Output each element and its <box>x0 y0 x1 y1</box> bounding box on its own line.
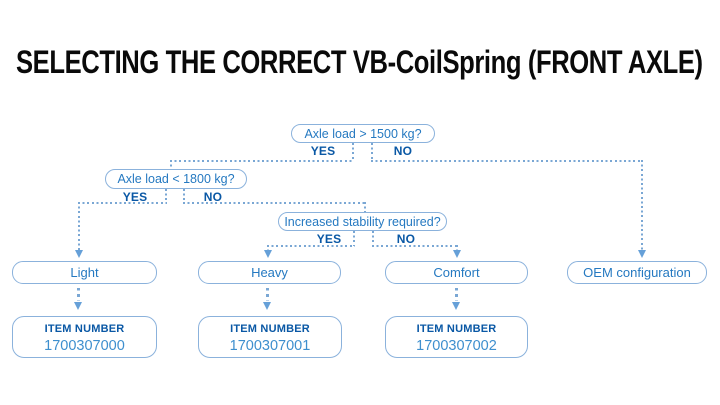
option-box-comfort: Comfort <box>385 261 528 284</box>
connector-drop-to-light <box>78 202 80 250</box>
item-number-box-comfort: ITEM NUMBER 1700307002 <box>385 316 528 358</box>
item-number-heading: ITEM NUMBER <box>230 323 310 335</box>
arrow-down-item1-icon <box>74 302 82 310</box>
decision3-no-label: NO <box>396 232 416 246</box>
decision2-yes-label: YES <box>122 190 148 204</box>
connector-light-to-item <box>77 288 80 301</box>
arrow-down-item3-icon <box>452 302 460 310</box>
option-box-heavy: Heavy <box>198 261 341 284</box>
decision1-no-label: NO <box>393 144 413 158</box>
decision-box-axle-load-1800: Axle load < 1800 kg? <box>105 169 247 189</box>
arrow-down-item2-icon <box>263 302 271 310</box>
arrow-down-heavy-icon <box>263 250 272 258</box>
item-number-box-light: ITEM NUMBER 1700307000 <box>12 316 157 358</box>
item-number-heading: ITEM NUMBER <box>416 323 497 335</box>
decision3-yes-label: YES <box>316 232 342 246</box>
item-number-value: 1700307002 <box>416 338 497 354</box>
connector-drop-to-comfort <box>456 245 458 250</box>
page-title: SELECTING THE CORRECT VB-CoilSpring (FRO… <box>16 44 703 80</box>
connector-drop-to-oem <box>641 160 643 250</box>
connector-d2-yes-rail <box>78 202 167 204</box>
connector-drop-to-heavy <box>267 245 269 250</box>
item-number-heading: ITEM NUMBER <box>44 323 125 335</box>
connector-d3-yes-stub <box>353 231 355 246</box>
connector-drop-to-d3 <box>364 202 366 212</box>
connector-drop-to-d2 <box>170 160 172 169</box>
option-box-light: Light <box>12 261 157 284</box>
item-number-value: 1700307001 <box>229 338 311 354</box>
connector-heavy-to-item <box>266 288 269 301</box>
connector-d3-yes-rail <box>267 245 355 247</box>
connector-d2-no-rail <box>183 202 366 204</box>
connector-d2-no-stub <box>183 189 185 203</box>
item-number-box-heavy: ITEM NUMBER 1700307001 <box>198 316 342 358</box>
connector-d3-no-stub <box>372 231 374 246</box>
connector-d2-yes-stub <box>165 189 167 203</box>
arrow-down-oem-icon <box>637 250 646 258</box>
decision1-yes-label: YES <box>310 144 336 158</box>
arrow-down-comfort-icon <box>452 250 461 258</box>
decision-box-increased-stability: Increased stability required? <box>278 212 447 231</box>
connector-d3-no-rail <box>372 245 458 247</box>
decision2-no-label: NO <box>203 190 223 204</box>
connector-d1-no-stub <box>371 143 373 161</box>
connector-d1-yes-stub <box>352 143 354 161</box>
option-box-oem-configuration: OEM configuration <box>567 261 707 284</box>
decision-box-axle-load-1500: Axle load > 1500 kg? <box>291 124 435 143</box>
connector-comfort-to-item <box>455 288 458 301</box>
arrow-down-light-icon <box>74 250 83 258</box>
connector-d1-yes-rail <box>170 160 354 162</box>
item-number-value: 1700307000 <box>44 338 125 354</box>
connector-d1-no-rail <box>371 160 643 162</box>
